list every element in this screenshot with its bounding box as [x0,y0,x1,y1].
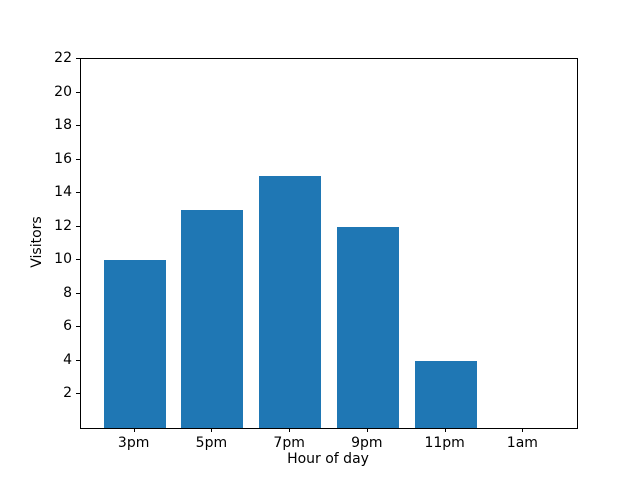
y-tick-mark-12 [76,225,80,227]
y-tick-mark-8 [76,292,80,294]
y-tick-mark-14 [76,192,80,194]
x-tick-label-1am: 1am [506,435,538,451]
x-axis-label: Hour of day [287,451,369,467]
y-tick-label-16: 16 [54,150,72,167]
x-tick-mark-11pm [444,428,446,432]
plot-area [80,58,578,429]
x-tick-mark-1am [522,428,524,432]
y-tick-label-18: 18 [54,117,72,134]
y-tick-mark-20 [76,91,80,93]
bar-9pm [336,226,399,428]
y-tick-mark-18 [76,125,80,127]
bar-7pm [259,176,322,428]
y-tick-mark-2 [76,393,80,395]
x-tick-label-11pm: 11pm [424,435,465,451]
x-tick-label-7pm: 7pm [273,435,305,451]
y-tick-label-20: 20 [54,83,72,100]
x-tick-mark-9pm [366,428,368,432]
bar-3pm [103,260,166,428]
x-tick-mark-7pm [289,428,291,432]
x-tick-mark-5pm [211,428,213,432]
y-tick-mark-6 [76,326,80,328]
y-tick-label-14: 14 [54,184,72,201]
y-tick-mark-4 [76,359,80,361]
y-tick-label-2: 2 [63,385,72,402]
y-tick-label-12: 12 [54,217,72,234]
y-tick-label-6: 6 [63,318,72,335]
y-tick-mark-22 [76,58,80,59]
y-tick-mark-10 [76,259,80,261]
y-tick-label-4: 4 [63,351,72,368]
y-tick-label-10: 10 [54,251,72,268]
y-tick-label-8: 8 [63,284,72,301]
bar-5pm [181,209,244,428]
y-tick-label-22: 22 [54,50,72,66]
y-tick-mark-16 [76,158,80,160]
x-tick-label-3pm: 3pm [117,435,150,451]
bar-11pm [414,360,477,428]
x-tick-label-9pm: 9pm [351,435,383,451]
x-tick-mark-3pm [133,428,135,432]
x-tick-label-5pm: 5pm [195,435,228,451]
